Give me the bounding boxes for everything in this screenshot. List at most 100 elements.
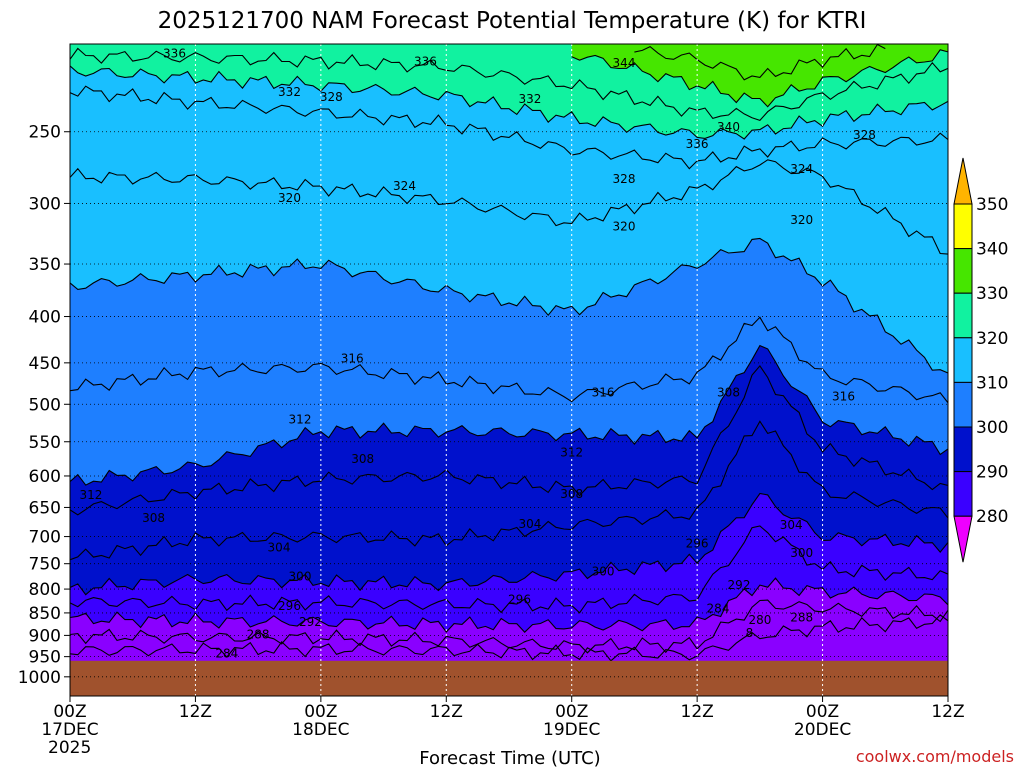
contour-label: 332 xyxy=(518,92,541,106)
contour-label: 316 xyxy=(592,385,615,399)
contour-label: 300 xyxy=(289,570,312,584)
colorbar-label: 320 xyxy=(976,329,1008,349)
colorbar-extend-top xyxy=(953,157,973,205)
y-tick-label: 500 xyxy=(29,395,61,415)
colorbar-label: 300 xyxy=(976,418,1008,438)
colorbar-band xyxy=(953,337,973,383)
contour-label: 320 xyxy=(613,219,636,233)
contour-label: 308 xyxy=(351,452,374,466)
colorbar-band xyxy=(953,292,973,339)
contour-label: 300 xyxy=(592,565,615,579)
contour-label: 344 xyxy=(613,56,636,70)
isentrope-312 xyxy=(70,344,948,486)
colorbar-extend-bottom xyxy=(953,515,973,563)
isentrope-332 xyxy=(70,65,948,140)
y-tick-label: 1000 xyxy=(18,668,61,688)
isentrope-296 xyxy=(70,525,948,614)
isentrope-328 xyxy=(70,85,948,170)
x-tick-label: 12Z xyxy=(681,702,714,722)
contour-label: 312 xyxy=(79,488,102,502)
y-tick-label: 850 xyxy=(29,604,61,624)
contour-label: 288 xyxy=(790,611,813,625)
contour-label: 320 xyxy=(278,191,301,205)
contour-label: 308 xyxy=(717,385,740,399)
y-tick-label: 350 xyxy=(29,255,61,275)
colorbar-band xyxy=(953,203,973,250)
y-tick-label: 700 xyxy=(29,528,61,548)
isentrope-lines xyxy=(70,44,948,662)
colorbar-band xyxy=(953,381,973,428)
y-tick-label: 400 xyxy=(29,308,61,328)
contour-label: 336 xyxy=(414,54,437,68)
contour-label: 304 xyxy=(780,518,803,532)
isentrope-320 xyxy=(70,237,948,374)
contour-label: 284 xyxy=(215,647,238,661)
contour-label: 296 xyxy=(508,593,531,607)
contour-label: 340 xyxy=(717,120,740,134)
contour-label: 280 xyxy=(748,613,771,627)
isentrope-292 xyxy=(70,577,948,633)
y-tick-label: 250 xyxy=(29,123,61,143)
y-tick-label: 600 xyxy=(29,467,61,487)
contour-label: 328 xyxy=(613,172,636,186)
plot-area xyxy=(70,44,948,696)
y-tick-label: 950 xyxy=(29,648,61,668)
grid-lines xyxy=(70,44,948,696)
contour-label: 316 xyxy=(832,389,855,403)
y-tick-label: 800 xyxy=(29,580,61,600)
contour-label: 304 xyxy=(518,517,541,531)
contour-label: 284 xyxy=(707,601,730,615)
y-tick-label: 900 xyxy=(29,626,61,646)
contour-label: 316 xyxy=(341,352,364,366)
isentrope-344 xyxy=(634,44,886,81)
x-tick-label: 12Z xyxy=(931,702,964,722)
isentrope-336 xyxy=(70,47,948,122)
contour-label: 324 xyxy=(393,179,416,193)
isentrope-308 xyxy=(70,364,948,516)
contour-label: 292 xyxy=(299,615,322,629)
x-tick-label: 19DEC xyxy=(543,720,600,740)
x-tick-label: 00Z xyxy=(806,702,839,722)
contour-label: 320 xyxy=(790,213,813,227)
colorbar-label: 280 xyxy=(976,507,1008,527)
x-tick-label: 18DEC xyxy=(292,720,349,740)
colorbar-label: 290 xyxy=(976,463,1008,483)
y-tick-label: 300 xyxy=(29,194,61,214)
colorbar-label: 330 xyxy=(976,284,1008,304)
isentrope-304 xyxy=(70,420,948,561)
isentrope-288 xyxy=(70,599,948,654)
contour-label: 288 xyxy=(247,628,270,642)
y-tick-label: 650 xyxy=(29,498,61,518)
x-tick-label: 17DEC xyxy=(41,720,98,740)
x-tick-label: 2025 xyxy=(48,738,91,758)
contour-label: 308 xyxy=(142,511,165,525)
chart-title: 2025121700 NAM Forecast Potential Temper… xyxy=(158,8,867,34)
colorbar-label: 340 xyxy=(976,240,1008,260)
y-tick-label: 550 xyxy=(29,433,61,453)
y-tick-label: 750 xyxy=(29,555,61,575)
isentrope-300 xyxy=(70,492,948,596)
colorbar-band xyxy=(953,471,973,517)
colorbar-label: 310 xyxy=(976,373,1008,393)
y-tick-label: 450 xyxy=(29,354,61,374)
x-tick-label: 00Z xyxy=(304,702,337,722)
colorbar-band xyxy=(953,248,973,294)
contour-label: 336 xyxy=(163,47,186,61)
colorbar-band xyxy=(953,426,973,473)
isentrope-324 xyxy=(70,159,948,255)
x-tick-label: 00Z xyxy=(53,702,86,722)
contour-labels: 336 336 344 332 328 332 340 336 328 324 328 324 320 3… xyxy=(79,47,875,661)
x-tick-label: 12Z xyxy=(430,702,463,722)
contour-label: 304 xyxy=(268,541,291,555)
contour-label: 332 xyxy=(278,85,301,99)
contour-label: 296 xyxy=(686,536,709,550)
credit-link[interactable]: coolwx.com/models xyxy=(856,747,1014,766)
contour-label: 300 xyxy=(790,546,813,560)
y-axis: 2503003504004505005506006507007508008509… xyxy=(18,123,70,688)
contour-label: 328 xyxy=(853,128,876,142)
contour-label: 292 xyxy=(728,578,751,592)
contour-label: 336 xyxy=(686,137,709,151)
contour-label: 296 xyxy=(278,599,301,613)
